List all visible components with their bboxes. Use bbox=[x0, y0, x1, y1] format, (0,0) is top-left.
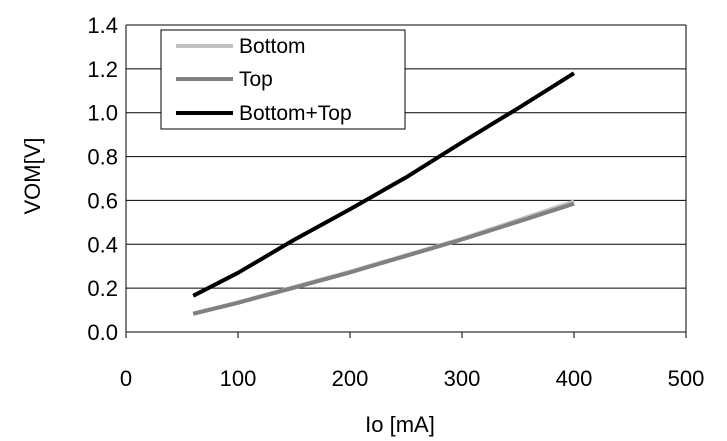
tick-label-layer: 0.0 0.2 0.4 0.6 0.8 1.0 1.2 1.4 0 100 200 300 400 500 bbox=[87, 13, 704, 391]
legend-label-bottom: Bottom bbox=[239, 35, 306, 58]
series-layer bbox=[192, 71, 576, 316]
y-tick-label: 0.6 bbox=[87, 188, 118, 213]
legend-label-bottom-plus-top: Bottom+Top bbox=[239, 102, 352, 125]
x-tick-label: 200 bbox=[332, 366, 369, 391]
x-tick-label: 0 bbox=[120, 366, 132, 391]
y-tick-label: 0.4 bbox=[87, 232, 118, 257]
y-tick-label: 1.4 bbox=[87, 13, 118, 38]
x-tick-label: 400 bbox=[556, 366, 593, 391]
y-tick-label: 1.0 bbox=[87, 101, 118, 126]
y-axis-title: VOM[V] bbox=[20, 137, 45, 214]
x-tick-label: 100 bbox=[220, 366, 257, 391]
y-tick-label: 1.2 bbox=[87, 57, 118, 82]
y-tick-label: 0.8 bbox=[87, 145, 118, 170]
y-tick-label: 0.0 bbox=[87, 320, 118, 345]
x-axis-title: Io [mA] bbox=[365, 412, 435, 437]
y-tick-label: 0.2 bbox=[87, 276, 118, 301]
axis-layer bbox=[125, 25, 687, 338]
series-line-top bbox=[192, 201, 575, 316]
series-line-bottom-plus-top bbox=[192, 71, 576, 298]
legend-label-top: Top bbox=[239, 68, 273, 91]
x-tick-label: 500 bbox=[668, 366, 705, 391]
series-line-bottom bbox=[192, 199, 575, 316]
legend: Bottom Top Bottom+Top bbox=[160, 29, 406, 130]
x-tick-label: 300 bbox=[444, 366, 481, 391]
